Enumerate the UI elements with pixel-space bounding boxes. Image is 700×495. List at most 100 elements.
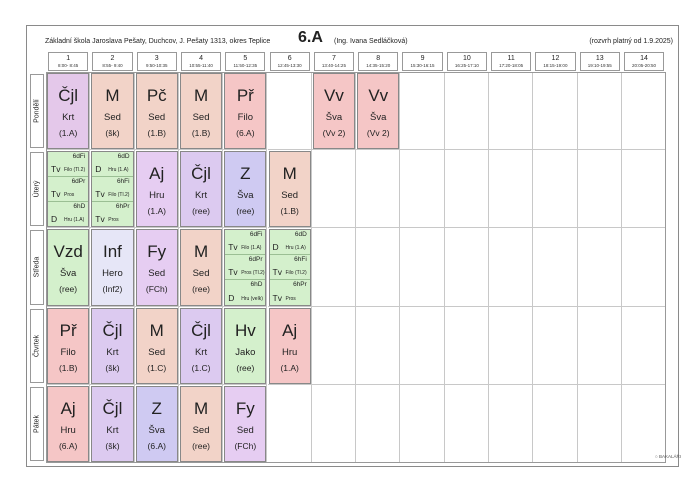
day-label: Pátek: [30, 386, 44, 461]
lesson-card[interactable]: Z Šva (ree): [224, 151, 267, 228]
lesson-card[interactable]: Aj Hru (6.A): [47, 385, 90, 462]
split-lesson-card[interactable]: 6dFi Tv Filo (Tl.2) 6dPr Tv Pros 6hD D Hru (1.A): [47, 151, 90, 228]
validity-note: (rozvrh platný od 1.9.2025): [589, 38, 673, 45]
lesson-card[interactable]: M Sed (1.B): [268, 151, 311, 228]
grid-cell: [444, 384, 489, 463]
lesson-subject: Hv: [234, 320, 256, 340]
lesson-room: (Vv 2): [366, 128, 390, 138]
lesson-card[interactable]: M Sed (šk): [91, 73, 134, 150]
split-lesson-card[interactable]: 6dD D Hru (1.A) 6hFi Tv Filo (Tl.2) 6hPr Tv Pros: [268, 229, 311, 306]
lesson-card[interactable]: Hv Jako (ree): [224, 307, 267, 384]
grid-cell: [489, 72, 534, 151]
lesson-card[interactable]: Čjl Krt (šk): [91, 307, 134, 384]
group-code: 6hPr: [293, 280, 307, 288]
lesson-card[interactable]: Př Filo (1.B): [47, 307, 90, 384]
split-lesson-card[interactable]: 6dD D Hru (1.A) 6hFi Tv Filo (Tl.2) 6hPr Tv Pros: [91, 151, 134, 228]
lesson-card[interactable]: Čjl Krt (ree): [179, 151, 223, 228]
lesson-card[interactable]: Z Šva (6.A): [135, 385, 178, 462]
lesson-card[interactable]: Fy Sed (FCh): [224, 385, 267, 462]
period-time: 18:15-19:00: [543, 63, 568, 68]
lesson-room: (6.A): [58, 440, 78, 451]
period-number: 2: [110, 55, 115, 62]
split-group-row[interactable]: 6hPr Tv Pros: [270, 280, 310, 305]
grid-cell: [489, 228, 534, 307]
grid-cell: [134, 150, 179, 229]
lesson-teacher: Sed: [148, 112, 166, 123]
split-group-row[interactable]: 6hD D Hru (1.A): [48, 202, 88, 227]
lesson-subject: M: [105, 86, 120, 105]
split-group-row[interactable]: 6hD D Hru (velk): [225, 280, 265, 305]
lesson-subject: Čjl: [58, 86, 79, 105]
split-group-row[interactable]: 6hFi Tv Filo (Tl.2): [92, 177, 133, 202]
group-teacher: Filo (Tl.2): [285, 269, 307, 276]
split-group-row[interactable]: 6dFi Tv Filo (Tl.2): [48, 152, 89, 177]
lesson-card[interactable]: Vv Šva (Vv 2): [357, 73, 400, 150]
period-header: 7 13:40-14:25: [313, 52, 355, 71]
period-time: 15:30-16:15: [410, 63, 435, 68]
split-group-row[interactable]: 6hPr Tv Pros: [92, 202, 132, 227]
grid-cell: [621, 72, 667, 151]
period-header: 6 12:45-13:30: [269, 52, 310, 71]
split-group-row[interactable]: 6dPr Tv Pros (Tl.2): [225, 255, 266, 280]
lesson-card[interactable]: Inf Hero (Inf2): [91, 229, 134, 306]
grid-cell: [46, 150, 91, 229]
lesson-card[interactable]: Aj Hru (1.A): [268, 307, 311, 384]
lesson-teacher: Sed: [148, 268, 166, 280]
lesson-card[interactable]: Vzd Šva (ree): [47, 229, 90, 306]
lesson-room: (ree): [192, 284, 211, 295]
lesson-card[interactable]: M Sed (1.B): [179, 73, 223, 150]
lesson-card[interactable]: Př Filo (6.A): [224, 73, 267, 150]
class-teacher: (Ing. Ivana Sedláčková): [334, 38, 408, 45]
lesson-card[interactable]: Vv Šva (Vv 2): [312, 73, 356, 150]
lesson-subject: Čjl: [102, 398, 123, 418]
period-header: 13 19:10-19:55: [579, 52, 620, 71]
lesson-card[interactable]: M Sed (ree): [179, 229, 223, 306]
group-subject: D: [95, 163, 102, 174]
grid-cell: [533, 228, 578, 307]
lesson-room: (šk): [105, 440, 120, 451]
group-teacher: Pros: [285, 295, 296, 302]
lesson-subject: Čjl: [191, 164, 211, 184]
group-subject: Tv: [51, 188, 61, 199]
group-teacher: Filo (Tl.2): [108, 191, 130, 198]
lesson-card[interactable]: Aj Hru (1.A): [135, 151, 178, 228]
lesson-teacher: Jako: [235, 346, 256, 358]
lesson-teacher: Sed: [236, 424, 254, 436]
lesson-subject: Př: [236, 86, 254, 105]
period-header: 12 18:15-19:00: [535, 52, 576, 71]
lesson-card[interactable]: Čjl Krt (1.C): [179, 307, 223, 384]
period-number: 3: [154, 55, 159, 62]
lesson-card[interactable]: Čjl Krt (1.A): [47, 73, 90, 150]
split-group-row[interactable]: 6dD D Hru (1.A): [92, 152, 133, 177]
split-group-row[interactable]: 6dFi Tv Filo (1.A): [225, 230, 266, 256]
group-teacher: Pros: [64, 191, 75, 198]
grid-cell: [134, 306, 179, 385]
period-time: 9:50-10:35: [145, 63, 168, 68]
lesson-room: (ree): [236, 206, 255, 217]
lesson-teacher: Krt: [194, 346, 208, 358]
split-group-row[interactable]: 6dPr Tv Pros: [48, 177, 89, 202]
lesson-room: (ree): [59, 284, 78, 295]
lesson-card[interactable]: Čjl Krt (šk): [91, 385, 134, 462]
split-lesson-card[interactable]: 6dFi Tv Filo (1.A) 6dPr Tv Pros (Tl.2) 6hD D Hru…: [224, 229, 267, 306]
group-teacher: Filo (1.A): [241, 245, 262, 252]
day-label: Úterý: [30, 152, 44, 227]
lesson-card[interactable]: Pč Sed (1.B): [135, 73, 178, 150]
period-number: 10: [462, 55, 471, 62]
grid-cell: [311, 228, 357, 307]
group-teacher: Filo (Tl.2): [64, 166, 86, 173]
grid-cell: [267, 228, 312, 307]
group-teacher: Pros: [108, 217, 119, 224]
lesson-teacher: Hru: [149, 190, 165, 202]
group-code: 6dD: [294, 231, 307, 239]
lesson-room: (ree): [192, 440, 211, 451]
lesson-teacher: Krt: [62, 112, 75, 123]
group-subject: D: [51, 214, 58, 225]
lesson-card[interactable]: M Sed (1.C): [135, 307, 178, 384]
split-group-row[interactable]: 6dD D Hru (1.A): [269, 230, 310, 256]
lesson-card[interactable]: Fy Sed (FCh): [135, 229, 178, 306]
lesson-card[interactable]: M Sed (ree): [179, 385, 223, 462]
split-group-row[interactable]: 6hFi Tv Filo (Tl.2): [269, 255, 310, 280]
period-header: 11 17:20-18:05: [491, 52, 532, 71]
grid-cell: [621, 384, 667, 463]
